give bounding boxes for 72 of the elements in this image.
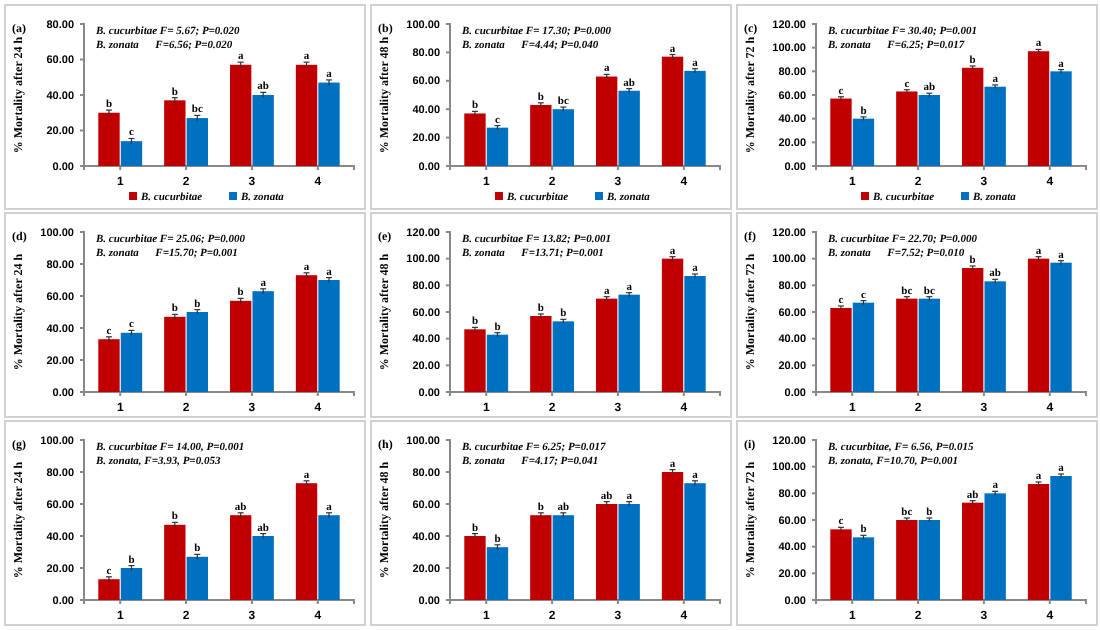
bar — [530, 104, 552, 166]
bar — [318, 82, 340, 166]
bar — [896, 520, 918, 600]
bar — [918, 298, 940, 392]
bar — [552, 109, 574, 166]
bar — [984, 281, 1006, 392]
bar — [530, 515, 552, 600]
bar — [252, 536, 274, 600]
bar — [830, 308, 852, 392]
bar — [896, 298, 918, 392]
bar — [1050, 71, 1072, 166]
bar — [530, 316, 552, 392]
bar — [464, 536, 486, 600]
bar — [896, 91, 918, 166]
bar — [552, 515, 574, 600]
bar — [661, 258, 684, 392]
bar — [596, 298, 618, 392]
bar — [164, 316, 186, 392]
bar — [830, 529, 852, 600]
bar — [852, 537, 875, 600]
bar — [830, 98, 852, 166]
bar — [1050, 476, 1072, 600]
bar — [1050, 262, 1072, 392]
bar — [684, 276, 706, 392]
bar — [984, 493, 1006, 600]
bar — [852, 118, 875, 166]
bar — [661, 472, 684, 600]
bar — [984, 86, 1006, 166]
bar — [596, 76, 618, 166]
bar — [295, 64, 318, 166]
bar — [230, 300, 252, 392]
bar — [230, 64, 252, 166]
bar — [618, 504, 640, 600]
bar — [918, 95, 940, 166]
bar — [918, 520, 940, 600]
bar — [596, 504, 618, 600]
bar — [120, 568, 143, 600]
bar — [318, 280, 340, 392]
bar — [852, 302, 875, 392]
bar — [552, 321, 574, 392]
bar — [164, 524, 186, 600]
bar — [120, 141, 143, 166]
bar — [318, 515, 340, 600]
bar — [684, 483, 706, 600]
bar — [486, 547, 509, 600]
bar — [98, 112, 120, 166]
bar — [120, 332, 143, 392]
bar — [618, 90, 640, 166]
bar — [1027, 51, 1050, 166]
bar — [962, 502, 984, 600]
bar — [252, 95, 274, 166]
bar — [186, 118, 208, 166]
bar — [295, 483, 318, 600]
bar — [186, 312, 208, 392]
bar — [464, 113, 486, 166]
bar — [1027, 258, 1050, 392]
bar — [618, 294, 640, 392]
bar — [962, 268, 984, 392]
bar — [98, 579, 120, 600]
bar — [486, 127, 509, 166]
bar — [230, 515, 252, 600]
bar — [661, 56, 684, 166]
bar — [1027, 484, 1050, 600]
bar — [684, 70, 706, 166]
bar — [962, 67, 984, 166]
bar — [295, 275, 318, 392]
bar — [486, 334, 509, 392]
bar — [464, 329, 486, 392]
bar — [252, 291, 274, 392]
bar — [98, 339, 120, 392]
bar — [164, 100, 186, 166]
bar — [186, 556, 208, 600]
